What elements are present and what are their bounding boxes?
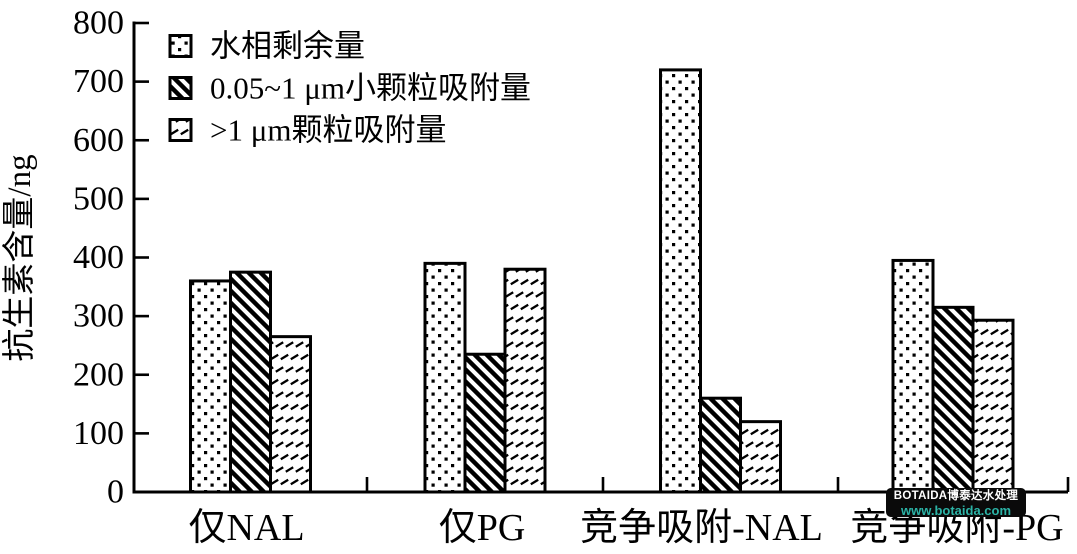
x-category-label-1: 仅NAL <box>188 507 304 549</box>
bar-dots-group1 <box>189 279 232 494</box>
bar-backslash-hatch-group2 <box>463 352 507 494</box>
watermark-url: www.botaida.com <box>900 503 1012 518</box>
bar-backslash-hatch-group1 <box>229 270 272 494</box>
bar-dots-group2 <box>423 261 467 494</box>
y-tick-label: 200 <box>73 356 124 393</box>
y-tick-label: 0 <box>107 474 124 511</box>
bar-dots-group4 <box>891 258 935 494</box>
legend-label: 0.05~1 μm小颗粒吸附量 <box>210 71 531 106</box>
bar-slash-dash-hatch-group4 <box>971 318 1015 494</box>
bar-backslash-hatch-group3 <box>699 396 742 494</box>
y-tick-label: 300 <box>73 298 124 335</box>
x-category-label-2: 仅PG <box>439 507 526 549</box>
y-tick-label: 500 <box>73 180 124 217</box>
y-tick-label: 600 <box>73 122 124 159</box>
x-category-label-3: 竞争吸附-NAL <box>580 507 823 549</box>
legend-swatch-backslash-hatch <box>168 76 193 100</box>
y-axis-title: 抗生素含量/ng <box>1 154 38 361</box>
bar-dots-group3 <box>659 68 702 494</box>
bar-slash-dash-hatch-group2 <box>503 267 547 494</box>
legend-swatch-slash-dash-hatch <box>168 118 193 142</box>
bar-slash-dash-hatch-group1 <box>269 335 312 494</box>
y-tick-label: 800 <box>73 5 124 42</box>
watermark-badge: BOTAIDA博泰达水处理 www.botaida.com <box>886 488 1026 518</box>
legend-swatch-dots <box>168 34 193 58</box>
bar-backslash-hatch-group4 <box>931 305 975 494</box>
watermark-title: BOTAIDA博泰达水处理 <box>893 490 1019 502</box>
y-tick-label: 400 <box>73 239 124 276</box>
legend-label: >1 μm颗粒吸附量 <box>210 113 446 148</box>
bar-slash-dash-hatch-group3 <box>739 420 782 494</box>
legend-label: 水相剩余量 <box>210 29 365 64</box>
y-tick-label: 100 <box>73 415 124 452</box>
y-tick-label: 700 <box>73 63 124 100</box>
